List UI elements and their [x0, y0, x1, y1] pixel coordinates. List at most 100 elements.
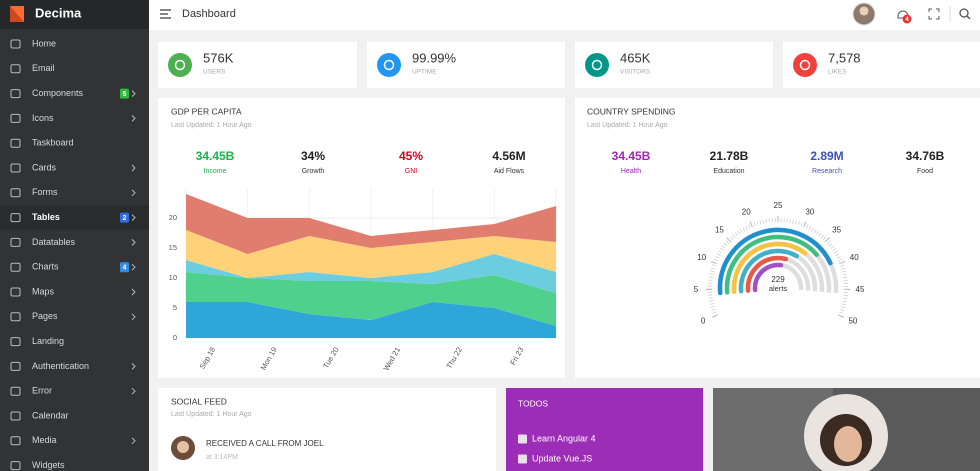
nav-badge	[120, 262, 129, 273]
stat-label: LIKES	[828, 69, 847, 76]
nav-icon	[10, 337, 21, 347]
area-series	[186, 272, 556, 326]
metric-value: 4.56M	[492, 149, 525, 163]
nav-icon	[10, 262, 21, 272]
metric-label: Education	[713, 168, 744, 175]
card-title: TODOS	[518, 398, 548, 408]
card-title: SOCIAL FEED	[171, 396, 227, 406]
gauge-ring	[745, 255, 789, 293]
gauge-tick-label: 25	[774, 201, 783, 210]
area-series	[186, 230, 556, 278]
metric-value: 34.45B	[196, 149, 235, 163]
gauge-ring	[738, 248, 799, 294]
nav-badge	[120, 88, 129, 99]
stat-label: USERS	[203, 69, 226, 76]
metric-value: 2.89M	[810, 149, 843, 163]
gauge-tick-label: 35	[832, 226, 841, 235]
nav-label[interactable]: Taskboard	[32, 138, 74, 148]
gauge-tick-label: 0	[701, 316, 706, 325]
y-tick-label: 0	[173, 333, 177, 342]
todo-item[interactable]: Learn Angular 4	[532, 433, 596, 443]
y-tick-label: 10	[169, 273, 177, 282]
stat-icon	[793, 53, 817, 77]
todo-checkbox[interactable]	[518, 434, 527, 444]
nav-arrow	[131, 214, 136, 221]
stat-value: 465K	[620, 50, 651, 65]
nav-arrow	[131, 313, 136, 321]
nav-label[interactable]: Landing	[32, 336, 64, 346]
menu-icon[interactable]	[160, 9, 171, 19]
topbar	[149, 0, 980, 30]
brand-bar	[0, 0, 149, 29]
y-tick-label: 15	[169, 243, 177, 252]
logo	[10, 6, 24, 22]
nav-icon	[10, 237, 21, 247]
card-subtitle: Last Updated: 1 Hour Ago	[587, 122, 668, 129]
metric-label: GNI	[405, 168, 418, 175]
nav-label[interactable]: Icons	[32, 113, 54, 123]
nav-label[interactable]: Components	[32, 88, 84, 98]
fullscreen-icon[interactable]	[928, 8, 940, 20]
gauge-ring	[731, 241, 808, 295]
nav-label[interactable]: Email	[32, 63, 55, 73]
y-tick-label: 5	[173, 303, 177, 312]
nav-label[interactable]: Home	[32, 38, 56, 48]
nav-icon	[10, 411, 21, 421]
nav-label[interactable]: Forms	[32, 187, 58, 197]
nav-arrow	[131, 288, 136, 296]
nav-icon	[10, 138, 21, 148]
gauge-tick-label: 40	[850, 253, 859, 262]
nav-label[interactable]: Maps	[32, 286, 55, 296]
brand: Decima	[35, 5, 82, 20]
nav-arrow	[131, 115, 136, 122]
nav-arrow	[131, 263, 136, 271]
gauge-tick-label: 10	[697, 253, 706, 262]
nav-label[interactable]: Datatables	[32, 237, 76, 247]
nav-icon	[10, 312, 21, 322]
area-series	[186, 194, 556, 254]
todo-checkbox[interactable]	[518, 454, 527, 464]
nav-label[interactable]: Charts	[32, 262, 59, 272]
metric-value: 34.45B	[612, 149, 651, 163]
nav-label[interactable]: Cards	[32, 162, 57, 172]
area-series	[186, 254, 556, 293]
nav-label[interactable]: Pages	[32, 311, 58, 321]
avatar-face	[859, 6, 869, 16]
nav-icon	[10, 89, 21, 99]
nav-icon	[10, 163, 21, 173]
nav-label[interactable]: Authentication	[32, 361, 89, 371]
card-subtitle: Last Updated: 1 Hour Ago	[171, 122, 252, 129]
nav-label[interactable]: Widgets	[32, 460, 65, 470]
gauge-minor-ticks	[708, 218, 848, 317]
nav-label[interactable]: Error	[32, 386, 52, 396]
nav-label[interactable]: Tables	[32, 212, 60, 222]
nav-icon	[10, 436, 21, 446]
nav-label[interactable]: Calendar	[32, 410, 69, 420]
stat-value: 576K	[203, 50, 234, 65]
y-tick-label: 20	[169, 213, 177, 222]
feed-avatar-face	[177, 441, 189, 453]
metric-value: 34%	[301, 149, 325, 163]
stat-icon	[168, 53, 192, 77]
nav-icon	[10, 461, 21, 471]
metric-label: Health	[621, 168, 641, 175]
stat-value: 99.99%	[412, 50, 457, 65]
search-icon[interactable]	[959, 8, 969, 18]
feed-time: at 3:14PM	[206, 454, 238, 461]
gauge-ring	[752, 262, 784, 293]
gauge-tick-label: 15	[715, 226, 724, 235]
gauge-tick-label: 20	[742, 208, 751, 217]
metric-label: Research	[812, 168, 842, 175]
metric-value: 45%	[399, 149, 423, 163]
nav-icon	[10, 39, 21, 49]
card-title: COUNTRY SPENDING	[587, 106, 675, 116]
stat-icon-glyph	[799, 59, 811, 71]
nav-icon	[10, 213, 21, 223]
nav-label[interactable]: Media	[32, 435, 57, 445]
metric-label: Income	[204, 168, 227, 175]
search-icon	[966, 15, 971, 20]
gauge-ring	[724, 234, 819, 295]
nav-icon	[10, 113, 21, 123]
todo-item[interactable]: Update Vue.JS	[532, 453, 592, 463]
